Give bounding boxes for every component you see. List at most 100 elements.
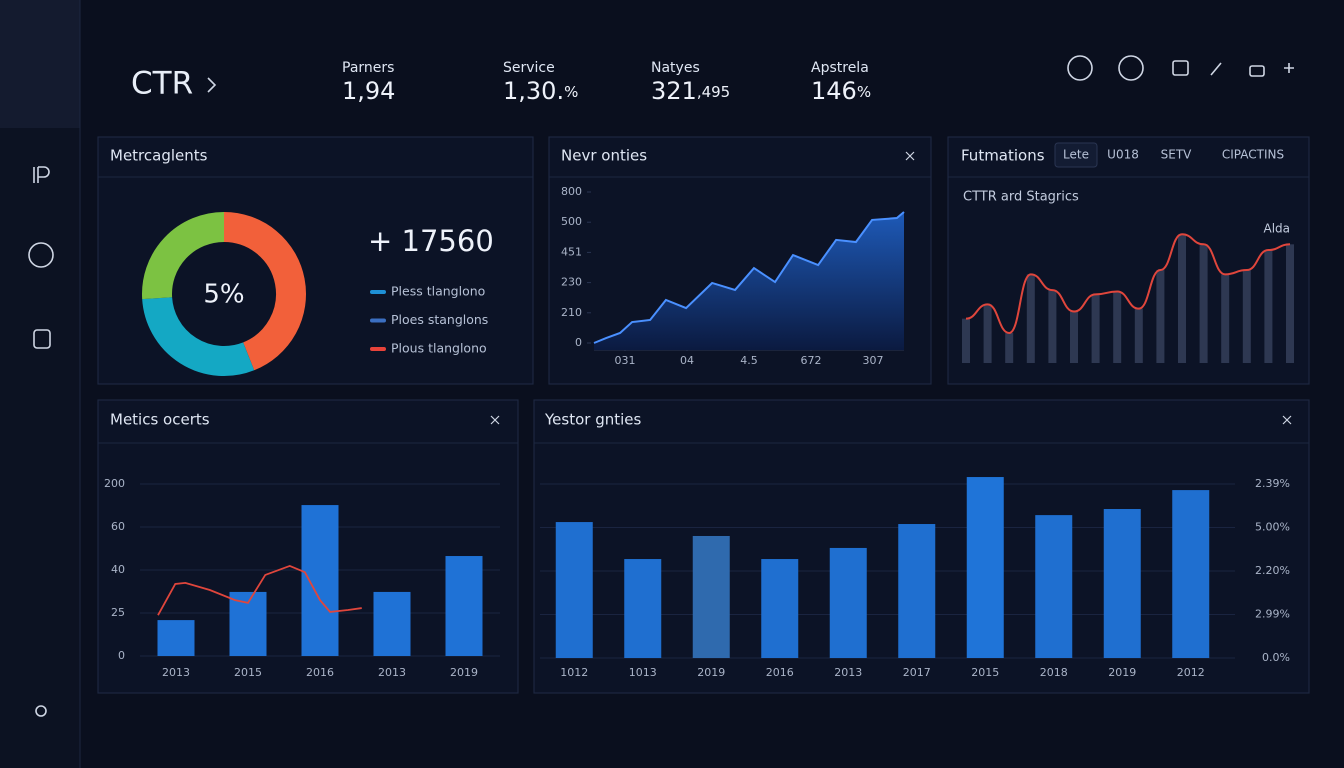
donut-segment: [142, 296, 255, 376]
close-button[interactable]: [905, 151, 915, 161]
area-line: [593, 211, 905, 344]
stat-label: Natyes: [651, 60, 700, 76]
column: [1005, 332, 1014, 363]
x-tick-label: 2015: [971, 666, 999, 679]
y-tick-label: 60: [111, 520, 125, 533]
x-tick-label: 4.5: [740, 354, 758, 367]
legend-label: Ploes stanglons: [391, 312, 488, 327]
column: [1026, 274, 1035, 363]
y-tick-label: 230: [561, 276, 582, 289]
x-tick-label: 2012: [1177, 666, 1205, 679]
icon-clipboard[interactable]: [33, 329, 51, 349]
stat-label: Apstrela: [811, 60, 869, 76]
y-tick-label: 200: [104, 477, 125, 490]
panel-title: Metics ocerts: [110, 411, 210, 429]
column: [1091, 294, 1100, 363]
donut-segment: [223, 212, 306, 371]
column: [1242, 270, 1251, 363]
bar: [157, 620, 195, 656]
y-tick-label: 2.20%: [1255, 564, 1290, 577]
bar: [373, 591, 411, 656]
stat-number: 1,30.: [503, 77, 564, 105]
stat-number: 321: [651, 77, 697, 105]
y-tick-label: 2.99%: [1255, 608, 1290, 621]
column: [1070, 311, 1078, 363]
bar: [966, 477, 1004, 658]
x-tick-label: 1012: [560, 666, 588, 679]
icon-clock[interactable]: [1067, 55, 1093, 81]
bar: [1103, 509, 1141, 658]
y-tick-label: 25: [111, 606, 125, 619]
area-fill: [594, 212, 904, 350]
tab-label[interactable]: U018: [1107, 148, 1139, 162]
bar: [1172, 490, 1210, 658]
tab[interactable]: [1054, 142, 1098, 168]
x-tick-label: 672: [801, 354, 822, 367]
x-tick-label: 031: [615, 354, 636, 367]
y-tick-label: 800: [561, 185, 582, 198]
legend-label: Pless tlanglono: [391, 284, 485, 299]
icon-edit[interactable]: [1210, 62, 1222, 76]
y-tick-label: 0: [118, 649, 125, 662]
close-button[interactable]: [1282, 415, 1292, 425]
x-tick-label: 2019: [450, 666, 478, 679]
icon-video[interactable]: [1172, 60, 1189, 76]
legend-label: Plous tlanglono: [391, 341, 487, 356]
column: [1134, 308, 1143, 363]
panel-title: Metrcaglents: [110, 147, 208, 165]
column: [1048, 290, 1057, 363]
icon-lock[interactable]: [1249, 65, 1265, 77]
column: [1264, 250, 1273, 363]
x-tick-label: 2015: [234, 666, 262, 679]
x-tick-label: 2019: [697, 666, 725, 679]
tab-label[interactable]: CIPACTINS: [1222, 148, 1284, 162]
column: [1156, 270, 1165, 363]
x-tick-label: 2016: [766, 666, 794, 679]
stat-value: 1,30.%: [503, 77, 578, 105]
legend-swatch: [370, 347, 386, 351]
y-tick-label: 210: [561, 306, 582, 319]
stat-unit: %: [857, 83, 871, 101]
bar: [445, 556, 483, 656]
column: [962, 318, 970, 363]
trend-line: [965, 233, 1291, 334]
stat-label: Service: [503, 60, 555, 76]
icon-user[interactable]: [35, 705, 47, 717]
stat-unit: %: [564, 83, 578, 101]
page-title: CTR: [131, 66, 193, 102]
bar: [692, 535, 730, 658]
tab-label[interactable]: Lete: [1063, 148, 1089, 162]
tab-label[interactable]: SETV: [1161, 148, 1193, 162]
donut-segment: [142, 212, 225, 300]
bar: [301, 505, 339, 656]
sidebar-icons[interactable]: [28, 166, 54, 717]
stat-unit: ,495: [697, 83, 730, 101]
chevron[interactable]: [207, 77, 217, 93]
icon-toggle[interactable]: [28, 242, 54, 268]
close-button[interactable]: [490, 415, 500, 425]
bar: [1035, 515, 1073, 658]
stat-label: Parners: [342, 60, 394, 76]
bar: [829, 547, 867, 658]
icon-logo[interactable]: [33, 166, 50, 183]
column: [1221, 274, 1230, 363]
bar: [624, 559, 662, 658]
panel-title: Nevr onties: [561, 147, 647, 165]
x-tick-label: 2018: [1040, 666, 1068, 679]
bar: [898, 524, 936, 658]
legend-swatch: [370, 290, 386, 294]
x-tick-label: 1013: [629, 666, 657, 679]
icon-info[interactable]: [1118, 55, 1144, 81]
icon-add[interactable]: [1284, 63, 1294, 73]
stat-value: 1,94: [342, 77, 395, 105]
header-icons[interactable]: [1067, 55, 1294, 81]
panel-title: Yestor gnties: [544, 411, 642, 429]
kpi-value: + 17560: [368, 224, 494, 258]
bar: [555, 522, 593, 658]
stat-number: 1,94: [342, 77, 395, 105]
x-tick-label: 2013: [378, 666, 406, 679]
y-tick-label: 2.39%: [1255, 477, 1290, 490]
annotation: Alda: [1263, 222, 1290, 236]
